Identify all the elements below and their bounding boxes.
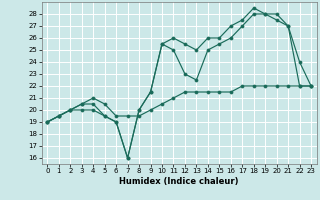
X-axis label: Humidex (Indice chaleur): Humidex (Indice chaleur)	[119, 177, 239, 186]
